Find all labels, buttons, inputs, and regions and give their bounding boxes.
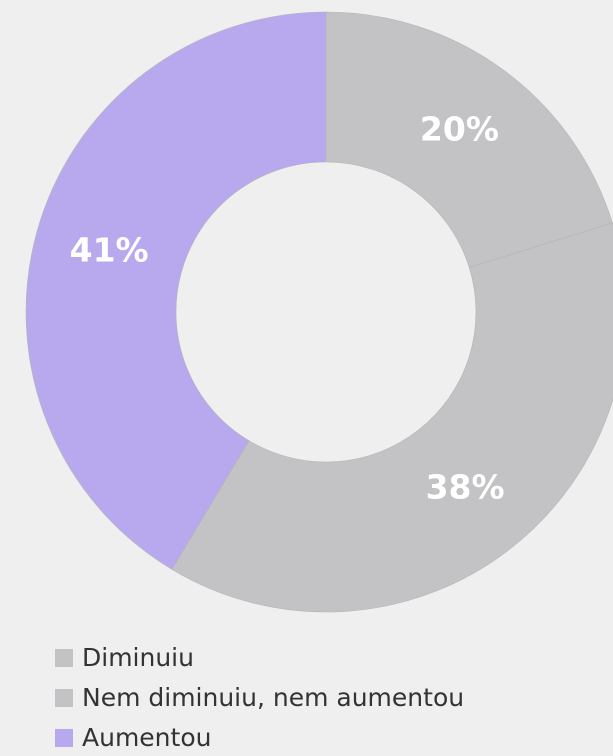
legend-label: Diminuiu bbox=[82, 643, 194, 672]
donut-segment bbox=[325, 11, 613, 268]
legend-swatch bbox=[55, 729, 73, 747]
donut-segment bbox=[171, 222, 613, 613]
legend-swatch bbox=[55, 649, 73, 667]
donut-segment bbox=[25, 11, 327, 570]
legend-label: Aumentou bbox=[82, 723, 211, 752]
value-label: 20% bbox=[420, 109, 499, 148]
value-label: 41% bbox=[70, 231, 149, 270]
value-label: 38% bbox=[426, 467, 505, 506]
legend-label: Nem diminuiu, nem aumentou bbox=[82, 683, 464, 712]
legend-swatch bbox=[55, 689, 73, 707]
